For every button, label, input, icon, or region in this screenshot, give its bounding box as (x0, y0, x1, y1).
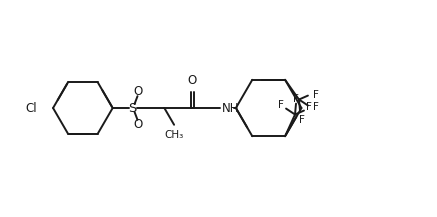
Text: F: F (299, 115, 305, 125)
Text: O: O (133, 118, 142, 131)
Text: F: F (313, 90, 319, 100)
Text: Cl: Cl (25, 102, 37, 115)
Text: F: F (306, 102, 312, 112)
Text: NH: NH (222, 102, 239, 115)
Text: F: F (278, 100, 284, 110)
Text: F: F (293, 94, 299, 104)
Text: CH₃: CH₃ (164, 130, 184, 140)
Text: O: O (187, 74, 197, 87)
Text: O: O (133, 85, 142, 98)
Text: F: F (313, 102, 319, 112)
Text: S: S (128, 102, 137, 115)
